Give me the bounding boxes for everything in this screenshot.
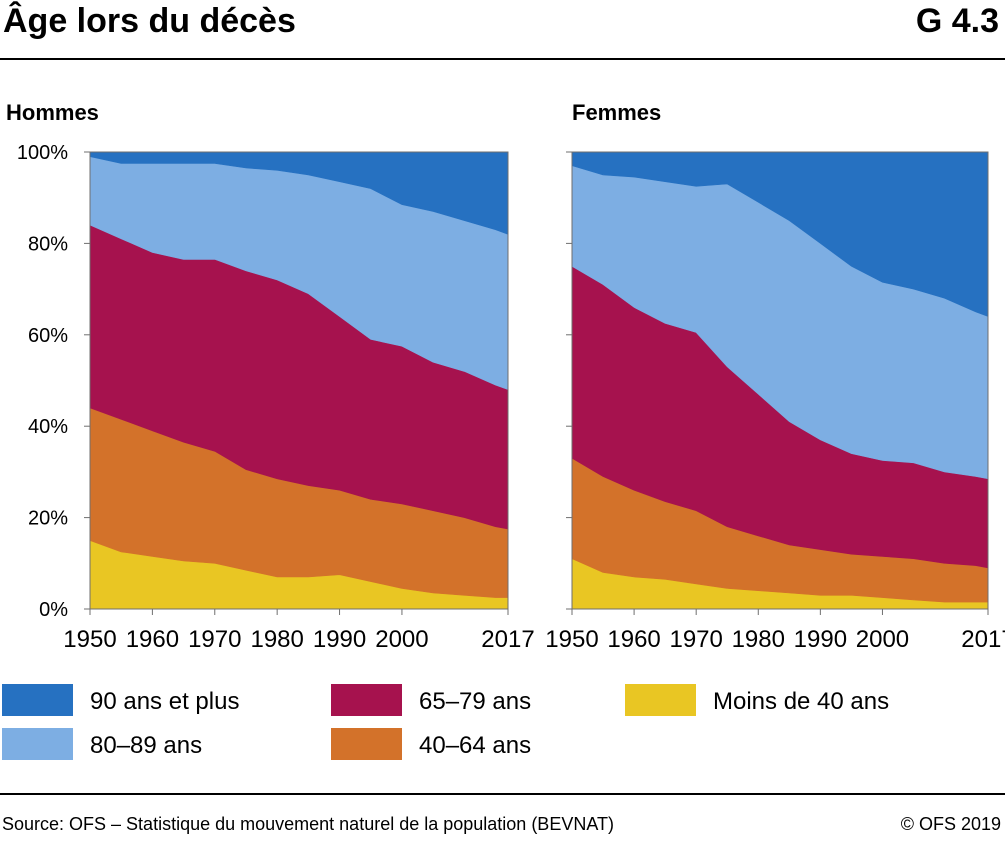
legend-label-4: Moins de 40 ans [713, 688, 889, 715]
legend-label-0: 90 ans et plus [90, 688, 239, 715]
x-tick-label-1-3: 1980 [732, 626, 785, 653]
legend-label-3: 40–64 ans [419, 732, 531, 759]
plot-frame-1 [571, 151, 989, 610]
y-tick-label-4: 80% [28, 233, 68, 255]
y-tick-label-1: 20% [28, 508, 68, 530]
footer-rule [0, 793, 1005, 795]
x-tick-label-0-2: 1970 [188, 626, 241, 653]
y-tick-label-0: 0% [39, 599, 68, 621]
header-rule [0, 58, 1005, 60]
y-tick-label-2: 40% [28, 416, 68, 438]
legend-swatch-1 [2, 728, 73, 760]
x-tick-label-0-4: 1990 [313, 626, 366, 653]
legend-swatch-3 [331, 728, 402, 760]
x-tick-label-1-2: 1970 [669, 626, 722, 653]
legend-label-2: 65–79 ans [419, 688, 531, 715]
legend-swatch-2 [331, 684, 402, 716]
x-tick-label-1-0: 1950 [545, 626, 598, 653]
x-tick-label-1-1: 1960 [607, 626, 660, 653]
legend-swatch-4 [625, 684, 696, 716]
y-tick-label-3: 60% [28, 325, 68, 347]
figure-code: G 4.3 [915, 2, 999, 40]
x-tick-label-0-6: 2017 [481, 626, 534, 653]
x-tick-label-0-5: 2000 [375, 626, 428, 653]
y-tick-label-5: 100% [17, 142, 68, 164]
x-tick-label-1-5: 2000 [856, 626, 909, 653]
chart-title: Âge lors du décès [3, 2, 296, 40]
x-tick-label-1-4: 1990 [794, 626, 847, 653]
plot-frame-0 [89, 151, 509, 610]
chart-canvas: Hommes 0% 20% 40% 60% 80% 100% 1950 1960 1970 1980… [2, 100, 1005, 760]
source-note: Source: OFS – Statistique du mouvement n… [2, 814, 614, 834]
x-tick-label-0-0: 1950 [63, 626, 116, 653]
x-tick-label-0-1: 1960 [126, 626, 179, 653]
panel-title-1: Femmes [572, 100, 661, 125]
panel-title-0: Hommes [6, 100, 99, 125]
legend-swatch-0 [2, 684, 73, 716]
x-tick-label-0-3: 1980 [250, 626, 303, 653]
copyright-note: © OFS 2019 [900, 814, 1001, 834]
legend-label-1: 80–89 ans [90, 732, 202, 759]
x-tick-label-1-6: 2017 [961, 626, 1005, 653]
